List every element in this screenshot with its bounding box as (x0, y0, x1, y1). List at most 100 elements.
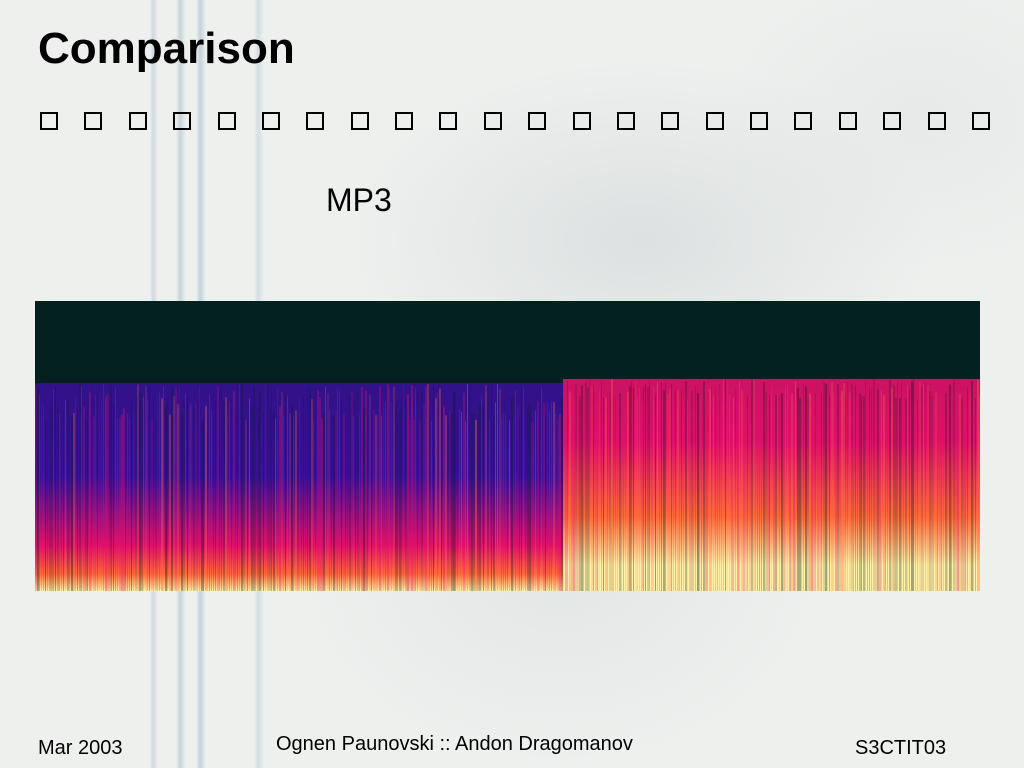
spectrogram-streak (35, 387, 37, 591)
spectrogram-streak (39, 394, 40, 591)
footer-date: Mar 2003 (38, 737, 123, 759)
spectrogram-streak (799, 397, 801, 591)
spectrogram-streak (121, 414, 123, 591)
spectrogram-streak (329, 409, 330, 591)
spectrogram-streak (135, 395, 137, 591)
footer-code: S3CTIT03 (855, 737, 947, 759)
spectrogram-streak (425, 386, 427, 591)
spectrogram-streak (355, 406, 356, 591)
spectrogram-streak (443, 405, 445, 591)
spectrogram-streak (679, 390, 680, 591)
spectrogram-streak (317, 390, 319, 591)
spectrogram-streak (541, 387, 542, 591)
spectrogram-streak (387, 384, 389, 591)
spectrogram-streak (677, 389, 679, 591)
spectrogram-streak (179, 386, 180, 591)
spectrogram-streak (761, 397, 762, 591)
spectrogram-streak (491, 383, 492, 591)
spectrogram-streak (229, 401, 230, 591)
spectrogram-streak (225, 397, 227, 591)
spectrogram-streak (897, 380, 898, 591)
spectrogram-streak (893, 385, 895, 591)
spectrogram-streak (369, 394, 371, 591)
spectrogram-streak (673, 386, 674, 591)
spectrogram-streak (133, 410, 134, 591)
spectrogram-streak (439, 388, 441, 591)
spectrogram-streak (595, 381, 597, 591)
spectrogram-streak (323, 412, 325, 591)
spectrogram-streak (359, 415, 360, 591)
spectrogram-streak (73, 412, 75, 591)
spectrogram-streak (615, 397, 616, 591)
spectrogram-streak (691, 390, 693, 591)
spectrogram-streak (269, 407, 271, 591)
spectrogram-streak (939, 384, 941, 591)
spectrogram-streak (663, 390, 665, 591)
spectrogram-streak (857, 392, 858, 591)
glyph-box (128, 112, 147, 130)
spectrogram-streak (311, 399, 313, 591)
spectrogram-streak (407, 393, 409, 591)
spectrogram-streak (265, 383, 266, 591)
spectrogram-streak (37, 386, 39, 591)
glyph-box (572, 112, 591, 130)
spectrogram-streak (67, 401, 69, 591)
spectrogram-streak (807, 397, 809, 591)
spectrogram-streak (707, 381, 708, 591)
spectrogram-streak (687, 398, 688, 591)
spectrogram-streak (145, 386, 147, 591)
spectrogram-streak (339, 391, 340, 591)
spectrogram-streak (917, 398, 918, 591)
spectrogram-streak (641, 396, 643, 591)
spectrogram-streak (715, 388, 716, 591)
spectrogram-streak (249, 398, 250, 591)
spectrogram-streak (553, 402, 555, 591)
spectrogram-streak (685, 381, 687, 591)
spectrogram-streak (267, 383, 269, 591)
spectrogram-streak (875, 382, 877, 591)
spectrogram-streak (259, 392, 261, 591)
spectrogram-streak (785, 387, 786, 591)
spectrogram-streak (91, 386, 92, 591)
spectrogram-streak (599, 390, 600, 591)
spectrogram-streak (649, 381, 650, 591)
spectrogram-streak (753, 379, 755, 591)
spectrogram-streak (321, 419, 323, 591)
spectrogram-streak (341, 400, 342, 591)
spectrogram-streak (129, 418, 130, 591)
spectrogram-streak (195, 402, 197, 591)
spectrogram-streak (279, 406, 281, 591)
spectrogram-streak (625, 384, 626, 591)
spectrogram-streak (147, 399, 148, 591)
spectrogram-streak (925, 382, 926, 591)
spectrogram-streak (295, 410, 297, 591)
spectrogram-streak (837, 383, 839, 591)
spectrogram-streak (571, 397, 573, 591)
spectrogram-streak (901, 381, 902, 591)
glyph-box (971, 112, 990, 130)
spectrogram-streak (497, 383, 498, 591)
spectrogram-streak (349, 397, 351, 591)
spectrogram-streak (975, 398, 976, 591)
spectrogram-streak (697, 393, 699, 591)
spectrogram-streak (485, 385, 487, 591)
spectrogram-streak (153, 398, 154, 591)
spectrogram-streak (619, 393, 621, 591)
spectrogram-streak (141, 406, 143, 591)
spectrogram-streak (401, 397, 402, 591)
spectrogram-streak (559, 414, 561, 591)
spectrogram-streak (811, 381, 813, 591)
spectrogram-streak (199, 386, 200, 591)
spectrogram-streak (85, 418, 87, 591)
spectrogram-streak (183, 400, 185, 591)
spectrogram-streak (363, 408, 365, 591)
spectrogram-streak (373, 410, 375, 591)
spectrogram-streak (647, 387, 649, 591)
spectrogram-streak (221, 387, 222, 591)
spectrogram-streak (547, 402, 548, 591)
spectrogram-streak (579, 396, 581, 591)
spectrogram-streak (255, 403, 256, 591)
glyph-box (84, 112, 103, 130)
spectrogram-streak (257, 407, 259, 591)
spectrogram-streak (935, 392, 937, 591)
